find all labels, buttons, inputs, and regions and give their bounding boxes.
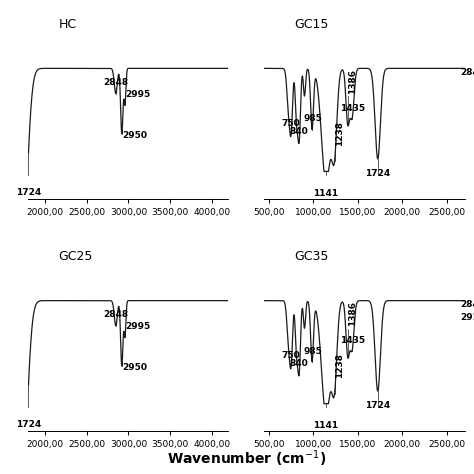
Text: 1141: 1141 (313, 421, 338, 430)
Text: GC25: GC25 (58, 250, 93, 263)
Text: 2848: 2848 (460, 68, 474, 77)
Text: 2950: 2950 (122, 364, 147, 373)
Text: 2848: 2848 (103, 78, 128, 87)
Text: GC15: GC15 (294, 18, 329, 31)
Text: 1238: 1238 (335, 121, 344, 146)
Text: 1724: 1724 (16, 188, 41, 197)
Text: 1435: 1435 (340, 336, 365, 345)
Text: 840: 840 (290, 127, 309, 136)
Text: 291: 291 (460, 313, 474, 322)
Text: 985: 985 (303, 114, 322, 123)
Text: 840: 840 (290, 359, 309, 368)
Text: 2848: 2848 (103, 310, 128, 319)
Text: Wavenumber (cm$^{-1}$): Wavenumber (cm$^{-1}$) (167, 449, 326, 469)
Text: 1238: 1238 (335, 354, 344, 378)
Text: 750: 750 (281, 119, 300, 128)
Text: 1386: 1386 (348, 69, 357, 94)
Text: 2995: 2995 (125, 90, 150, 99)
Text: 2995: 2995 (125, 322, 150, 331)
Text: 1724: 1724 (16, 420, 41, 429)
Text: 1141: 1141 (313, 189, 338, 198)
Text: 2848: 2848 (460, 301, 474, 310)
Text: 1386: 1386 (348, 301, 357, 326)
Text: 750: 750 (281, 351, 300, 360)
Text: 1435: 1435 (340, 103, 365, 112)
Text: 1724: 1724 (365, 169, 391, 178)
Text: 1724: 1724 (365, 401, 391, 410)
Text: GC35: GC35 (294, 250, 329, 263)
Text: 985: 985 (303, 346, 322, 356)
Text: HC: HC (58, 18, 77, 31)
Text: 2950: 2950 (122, 131, 147, 140)
